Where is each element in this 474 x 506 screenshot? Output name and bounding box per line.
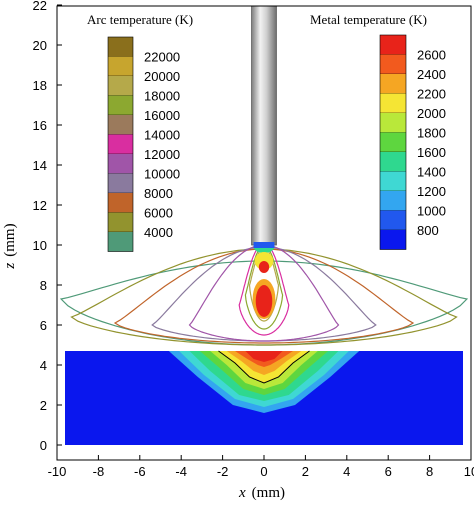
legend-swatch [380,230,406,250]
y-tick-label: 18 [33,78,47,93]
weld-pool-contour [245,351,283,362]
arc-isotherm [188,244,340,342]
y-axis-label: z (mm) [2,223,18,269]
legend-value: 8000 [144,186,173,201]
legend-swatch [380,93,406,113]
legend-swatch [108,76,133,96]
arc-isotherm [70,248,458,346]
legend-swatch [108,173,133,193]
x-axis-label: x (mm) [238,485,285,501]
arc-core-blob [255,285,273,317]
x-tick-label: -2 [217,464,229,479]
legend-swatch [108,232,133,252]
y-tick-label: 0 [40,438,47,453]
y-tick-label: 12 [33,198,47,213]
legend-swatch [380,210,406,230]
legend-swatch [108,56,133,76]
x-axis-ticks: -10 -8 -6 -4 -2 0 2 4 6 8 10 [48,455,474,479]
legend-value: 22000 [144,50,180,65]
legend-value: 1800 [417,126,446,141]
legend-value: 12000 [144,147,180,162]
legend-value: 1400 [417,165,446,180]
legend-swatch [380,54,406,74]
legend-swatch [380,35,406,55]
y-tick-label: 20 [33,38,47,53]
y-axis-ticks: 0 2 4 6 8 10 12 14 16 18 20 22 [33,0,62,453]
legend-swatch [108,115,133,135]
x-tick-label: 8 [426,464,433,479]
x-tick-label: -4 [175,464,187,479]
y-tick-label: 22 [33,0,47,13]
legend-swatch [108,37,133,57]
y-tick-label: 2 [40,398,47,413]
legend-value: 18000 [144,89,180,104]
x-tick-label: 6 [385,464,392,479]
arc-core-blob [258,261,270,273]
y-axis-var: z [2,263,18,270]
arc-isotherm [238,242,290,336]
legend-box [379,34,407,250]
y-tick-label: 14 [33,158,47,173]
legend-swatch [108,212,133,232]
arc-temperature-legend: Arc temperature (K) 22000 20000 18000 16000… [87,12,193,252]
legend-swatch [380,132,406,152]
plot-area [59,6,469,445]
weld-pool-boundary [218,350,310,384]
legend-value: 1000 [417,204,446,219]
arc-isotherm [113,248,415,344]
legend-value: 20000 [144,69,180,84]
legend-swatch [108,154,133,174]
arc-legend-title: Arc temperature (K) [87,12,193,27]
y-axis-unit: (mm) [2,223,18,256]
legend-swatch [380,191,406,211]
legend-value: 4000 [144,225,173,240]
legend-swatch [108,193,133,213]
legend-swatch [108,134,133,154]
metal-temperature-legend: Metal temperature (K) 2600 2400 2200 2000 18… [310,12,446,250]
arc-legend-items: 22000 20000 18000 16000 14000 12000 10000 8000 6… [107,36,180,252]
x-tick-label: -6 [134,464,146,479]
y-tick-label: 4 [40,358,47,373]
legend-value: 1600 [417,145,446,160]
electrode [251,6,277,246]
arc-isotherm [59,260,469,346]
weld-pool-layer [168,350,360,413]
x-tick-label: 0 [260,464,267,479]
legend-value: 2200 [417,87,446,102]
x-tick-label: -8 [93,464,105,479]
y-tick-label: 16 [33,118,47,133]
legend-box [107,36,134,252]
x-tick-label: 4 [343,464,350,479]
x-tick-label: 10 [464,464,474,479]
x-axis-var: x [238,485,246,501]
legend-value: 1200 [417,184,446,199]
y-tick-label: 8 [40,278,47,293]
legend-value: 2400 [417,67,446,82]
legend-swatch [380,171,406,191]
legend-swatch [380,152,406,172]
electrode-tip [253,242,275,248]
arc-isotherm [151,246,377,342]
x-axis-unit: (mm) [252,485,285,501]
y-tick-label: 10 [33,238,47,253]
metal-legend-title: Metal temperature (K) [310,12,427,27]
y-tick-label: 6 [40,318,47,333]
legend-value: 6000 [144,206,173,221]
legend-swatch [380,74,406,94]
x-tick-label: 2 [302,464,309,479]
metal-legend-items: 2600 2400 2200 2000 1800 1600 1400 1200 1000 800 [379,34,446,250]
legend-value: 800 [417,223,439,238]
electrode-layer [251,6,277,248]
legend-value: 2600 [417,48,446,63]
legend-value: 14000 [144,128,180,143]
arc-isotherm-layer [59,241,469,346]
legend-value: 2000 [417,106,446,121]
legend-swatch [108,95,133,115]
legend-value: 10000 [144,167,180,182]
legend-swatch [380,113,406,133]
x-tick-label: -10 [48,464,67,479]
legend-value: 16000 [144,108,180,123]
